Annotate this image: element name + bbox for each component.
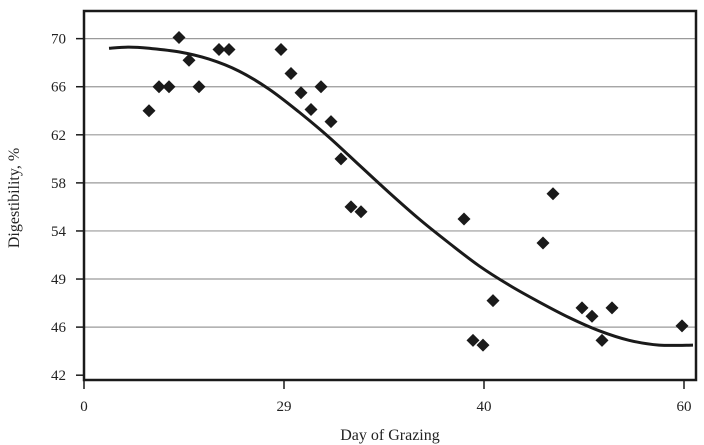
data-point xyxy=(354,205,368,219)
data-point xyxy=(457,212,471,226)
data-point xyxy=(344,200,358,214)
data-point xyxy=(334,152,348,166)
data-point xyxy=(294,86,308,100)
y-tick-label: 42 xyxy=(51,368,66,384)
data-point xyxy=(575,301,589,315)
y-tick-label: 70 xyxy=(51,32,66,48)
data-point xyxy=(172,30,186,44)
grid-lines xyxy=(84,38,696,328)
data-point xyxy=(314,80,328,94)
trend-line xyxy=(108,45,694,347)
data-point xyxy=(486,294,500,308)
data-point xyxy=(284,67,298,81)
y-tick-label: 58 xyxy=(51,176,66,192)
y-axis-title: Digestibility, % xyxy=(6,148,23,248)
data-point xyxy=(585,309,599,323)
data-point xyxy=(182,53,196,67)
data-point xyxy=(324,115,338,129)
data-point xyxy=(152,80,166,94)
plot-frame xyxy=(82,9,698,382)
y-tick-label: 54 xyxy=(51,224,67,240)
data-point xyxy=(274,42,288,56)
y-tick-label: 62 xyxy=(51,128,66,144)
x-tick-label: 0 xyxy=(80,399,88,415)
y-tick-label: 46 xyxy=(51,320,67,336)
data-point xyxy=(466,333,480,347)
data-point xyxy=(546,187,560,201)
data-point xyxy=(476,338,490,352)
data-point xyxy=(192,80,206,94)
data-point xyxy=(222,42,236,56)
data-point xyxy=(605,301,619,315)
x-tick-label: 40 xyxy=(477,399,492,415)
data-point xyxy=(162,80,176,94)
y-tick-label: 66 xyxy=(51,80,67,96)
x-tick-label: 29 xyxy=(277,399,292,415)
data-point xyxy=(142,104,156,118)
axis-ticks xyxy=(76,37,685,389)
x-axis-title: Day of Grazing xyxy=(340,427,440,444)
tick-labels: 70 66 62 58 54 49 46 42 0 29 40 60 xyxy=(51,32,692,415)
data-point xyxy=(212,42,226,56)
data-point xyxy=(304,103,318,117)
y-tick-label: 49 xyxy=(51,272,66,288)
data-point xyxy=(595,333,609,347)
x-tick-label: 60 xyxy=(677,399,692,415)
data-point xyxy=(675,319,689,333)
data-points xyxy=(142,30,689,352)
data-point xyxy=(536,236,550,250)
